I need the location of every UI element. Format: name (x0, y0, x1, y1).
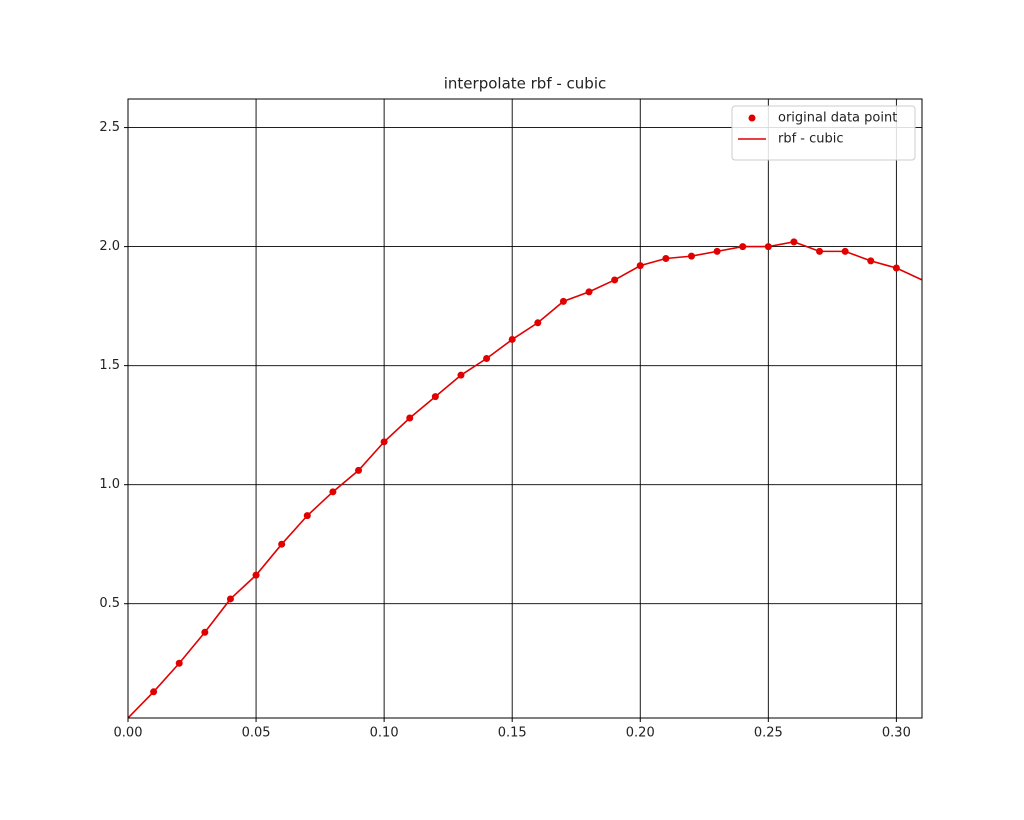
data-point (764, 243, 772, 251)
data-point (226, 595, 234, 603)
chart-title: interpolate rbf - cubic (444, 75, 607, 93)
y-tick-label: 0.5 (99, 596, 120, 611)
data-point (278, 540, 286, 548)
data-point (611, 276, 619, 284)
data-point (867, 257, 875, 265)
data-point (713, 247, 721, 255)
data-point (534, 319, 542, 327)
y-tick-label: 2.0 (99, 239, 120, 254)
data-point (252, 571, 260, 579)
data-point (329, 488, 337, 496)
y-tick-label: 1.5 (99, 358, 120, 373)
y-tick-label: 2.5 (99, 120, 120, 135)
x-tick-label: 0.20 (626, 726, 655, 741)
data-point (406, 414, 414, 422)
line (128, 241, 922, 718)
data-point (303, 512, 311, 520)
data-point (483, 355, 491, 363)
x-tick-label: 0.25 (754, 726, 783, 741)
data-point (841, 247, 849, 255)
data-point (380, 438, 388, 446)
legend-box (731, 105, 916, 161)
data-point (431, 393, 439, 401)
data-point (790, 238, 798, 246)
legend-label: original data point (778, 111, 897, 126)
data-point (892, 264, 900, 272)
legend-label: rbf - cubic (778, 132, 844, 147)
data-point (508, 335, 516, 343)
data-point (559, 297, 567, 305)
data-point (636, 262, 644, 270)
data-point (687, 252, 695, 260)
legend-swatch (748, 114, 756, 122)
x-tick-label: 0.30 (882, 726, 911, 741)
plot-frame (127, 98, 923, 719)
data-point (457, 371, 465, 379)
x-tick-label: 0.15 (498, 726, 527, 741)
data-point (585, 288, 593, 296)
x-tick-label: 0.00 (114, 726, 143, 741)
data-point (816, 247, 824, 255)
x-tick-label: 0.05 (242, 726, 271, 741)
data-point (201, 628, 209, 636)
x-tick-label: 0.10 (370, 726, 399, 741)
data-point (662, 255, 670, 263)
data-point (175, 659, 183, 667)
data-point (739, 243, 747, 251)
data-point (355, 466, 363, 474)
data-point (150, 688, 158, 696)
y-tick-label: 1.0 (99, 477, 120, 492)
